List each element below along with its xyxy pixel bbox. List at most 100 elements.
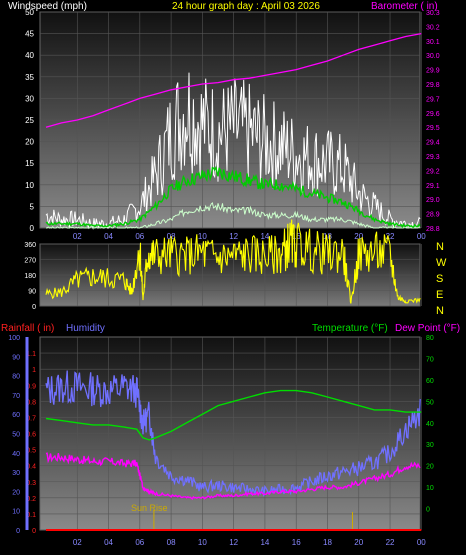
wind-tick-label: 0 bbox=[30, 224, 35, 233]
wind-avg-line bbox=[45, 165, 421, 229]
wind-tick-label: 40 bbox=[25, 51, 34, 60]
rain-x-tick-label: 00 bbox=[417, 538, 426, 547]
dewpoint-axis-label: Dew Point (°F) bbox=[395, 323, 460, 334]
wind-x-tick-label: 04 bbox=[104, 232, 113, 241]
humidity-tick-label: 0 bbox=[16, 528, 20, 535]
rain-tick-label: 1.1 bbox=[26, 351, 36, 358]
rain-x-tick-label: 18 bbox=[323, 538, 332, 547]
wind-x-tick-label: 10 bbox=[198, 232, 207, 241]
wind-x-tick-label: 02 bbox=[73, 232, 82, 241]
barometer-tick-label: 29.1 bbox=[426, 183, 440, 190]
wind-tick-label: 45 bbox=[25, 30, 34, 39]
rain-x-tick-label: 12 bbox=[229, 538, 238, 547]
wind-x-tick-label: 22 bbox=[386, 232, 395, 241]
temperature-tick-label: 70 bbox=[426, 356, 434, 363]
direction-tick-label: 270 bbox=[24, 258, 36, 265]
rain-x-tick-label: 08 bbox=[167, 538, 176, 547]
temperature-tick-label: 30 bbox=[426, 442, 434, 449]
wind-tick-label: 35 bbox=[25, 73, 34, 82]
direction-tick-label: 0 bbox=[32, 304, 36, 311]
wind-tick-label: 20 bbox=[25, 138, 34, 147]
chart-title: 24 hour graph day : April 03 2026 bbox=[172, 1, 320, 12]
barometer-tick-label: 29.7 bbox=[426, 96, 440, 103]
humidity-tick-label: 50 bbox=[12, 432, 20, 439]
rain-x-tick-label: 14 bbox=[260, 538, 269, 547]
rain-tick-label: 0.7 bbox=[26, 415, 36, 422]
humidity-axis-label: Humidity bbox=[66, 323, 105, 334]
wind-direction-line bbox=[45, 219, 421, 304]
wind-min-line bbox=[46, 201, 421, 229]
temperature-tick-label: 40 bbox=[426, 421, 434, 428]
humidity-tick-label: 70 bbox=[12, 393, 20, 400]
rain-tick-label: 0.8 bbox=[26, 399, 36, 406]
dewpoint-line bbox=[45, 452, 421, 501]
rain-x-tick-label: 22 bbox=[386, 538, 395, 547]
temperature-tick-label: 60 bbox=[426, 378, 434, 385]
humidity-tick-label: 90 bbox=[12, 354, 20, 361]
compass-s: S bbox=[436, 273, 443, 285]
rain-x-tick-label: 10 bbox=[198, 538, 207, 547]
wind-x-tick-label: 12 bbox=[229, 232, 238, 241]
wind-tick-label: 50 bbox=[25, 8, 34, 17]
barometer-tick-label: 29.2 bbox=[426, 168, 440, 175]
temperature-tick-label: 10 bbox=[426, 485, 434, 492]
direction-tick-label: 90 bbox=[28, 289, 36, 296]
windspeed-axis-label: Windspeed (mph) bbox=[8, 1, 87, 12]
humidity-line bbox=[45, 370, 421, 497]
humidity-tick-label: 60 bbox=[12, 412, 20, 419]
barometer-tick-label: 30.1 bbox=[426, 39, 440, 46]
humidity-tick-label: 30 bbox=[12, 470, 20, 477]
barometer-tick-label: 29.5 bbox=[426, 125, 440, 132]
compass-e: E bbox=[436, 289, 443, 301]
barometer-tick-label: 29.8 bbox=[426, 82, 440, 89]
rain-tick-label: 0.1 bbox=[26, 512, 36, 519]
rain-tick-label: 0.4 bbox=[26, 464, 36, 471]
barometer-tick-label: 30.2 bbox=[426, 24, 440, 31]
temperature-line bbox=[45, 389, 422, 441]
barometer-tick-label: 30.0 bbox=[426, 53, 440, 60]
rain-x-tick-label: 02 bbox=[73, 538, 82, 547]
sunrise-label: Sun Rise bbox=[131, 503, 168, 513]
barometer-axis-label: Barometer ( in) bbox=[371, 1, 438, 12]
humidity-tick-label: 20 bbox=[12, 489, 20, 496]
wind-tick-label: 15 bbox=[25, 159, 34, 168]
barometer-tick-label: 29.3 bbox=[426, 154, 440, 161]
direction-tick-label: 180 bbox=[24, 273, 36, 280]
temperature-tick-label: 20 bbox=[426, 464, 434, 471]
compass-w: W bbox=[436, 257, 447, 269]
wind-x-tick-label: 06 bbox=[135, 232, 144, 241]
wind-x-tick-label: 14 bbox=[260, 232, 269, 241]
humidity-tick-label: 80 bbox=[12, 374, 20, 381]
barometer-tick-label: 29.4 bbox=[426, 140, 440, 147]
barometer-line bbox=[45, 32, 422, 128]
rain-tick-label: 1 bbox=[32, 367, 36, 374]
rain-tick-label: 0.9 bbox=[26, 383, 36, 390]
wind-tick-label: 25 bbox=[25, 116, 34, 125]
barometer-tick-label: 28.8 bbox=[426, 226, 440, 233]
rainfall-axis-label: Rainfall ( in) bbox=[1, 323, 54, 334]
barometer-tick-label: 28.9 bbox=[426, 212, 440, 219]
temperature-tick-label: 50 bbox=[426, 399, 434, 406]
humidity-tick-label: 10 bbox=[12, 509, 20, 516]
temperature-tick-label: 0 bbox=[426, 507, 430, 514]
barometer-tick-label: 29.9 bbox=[426, 68, 440, 75]
wind-tick-label: 5 bbox=[30, 202, 35, 211]
rain-tick-label: 0.5 bbox=[26, 448, 36, 455]
rain-x-tick-label: 04 bbox=[104, 538, 113, 547]
wind-tick-label: 30 bbox=[25, 94, 34, 103]
wind-x-tick-label: 18 bbox=[323, 232, 332, 241]
wind-x-tick-label: 16 bbox=[292, 232, 301, 241]
rain-tick-label: 0.2 bbox=[26, 496, 36, 503]
barometer-tick-label: 29.6 bbox=[426, 111, 440, 118]
temperature-axis-label: Temperature (°F) bbox=[312, 323, 388, 334]
compass-n-top: N bbox=[436, 241, 444, 253]
rain-x-tick-label: 16 bbox=[292, 538, 301, 547]
temperature-tick-label: 80 bbox=[426, 335, 434, 342]
data-series bbox=[45, 32, 422, 531]
wind-tick-label: 10 bbox=[25, 181, 34, 190]
rain-tick-label: 0.6 bbox=[26, 432, 36, 439]
rain-tick-label: 0.3 bbox=[26, 480, 36, 487]
humidity-tick-label: 40 bbox=[12, 451, 20, 458]
